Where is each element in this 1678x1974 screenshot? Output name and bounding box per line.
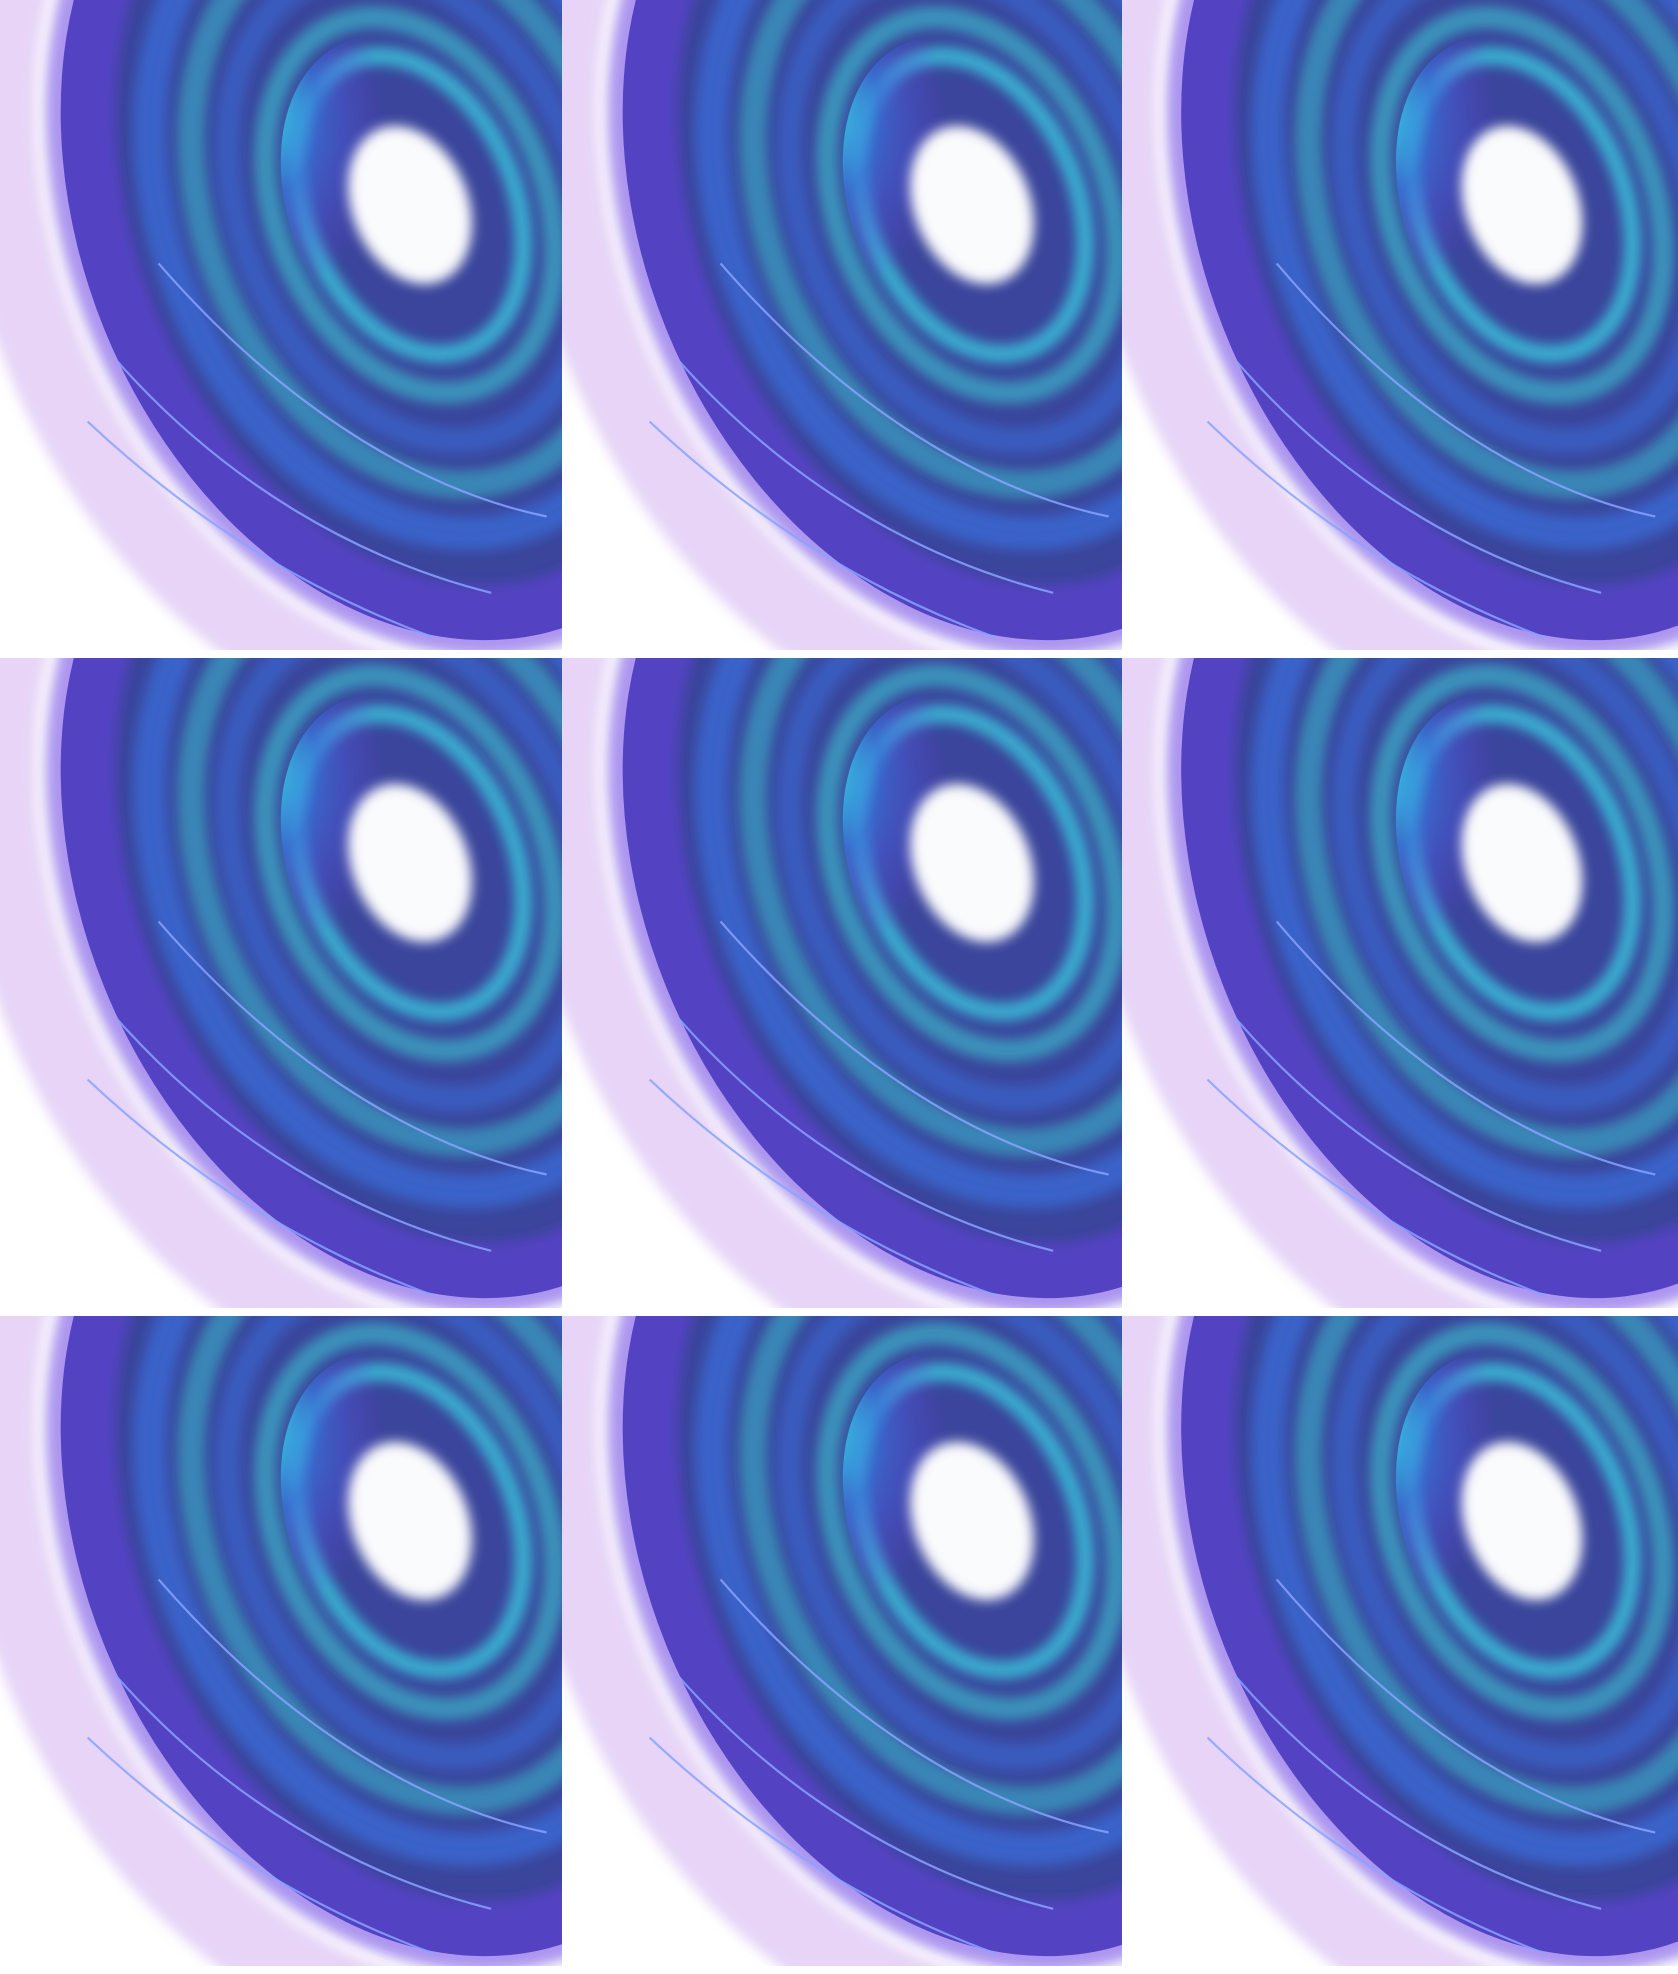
vortex-frame-4 [0, 658, 570, 1308]
vortex-artwork [0, 1316, 570, 1966]
vortex-artwork [1122, 0, 1678, 650]
vortex-artwork [562, 1316, 1132, 1966]
vortex-artwork [1122, 658, 1678, 1308]
vortex-frame-9 [1122, 1316, 1678, 1966]
vortex-frame-6 [1122, 658, 1678, 1308]
vortex-frame-2 [562, 0, 1132, 650]
vortex-frame-1 [0, 0, 570, 650]
vortex-artwork [562, 658, 1132, 1308]
vortex-frame-8 [562, 1316, 1132, 1966]
vortex-artwork [0, 658, 570, 1308]
vortex-frame-7 [0, 1316, 570, 1966]
vortex-artwork [0, 0, 570, 650]
vortex-frame-3 [1122, 0, 1678, 650]
vortex-artwork [1122, 1316, 1678, 1966]
vortex-frame-5 [562, 658, 1132, 1308]
vortex-artwork [562, 0, 1132, 650]
